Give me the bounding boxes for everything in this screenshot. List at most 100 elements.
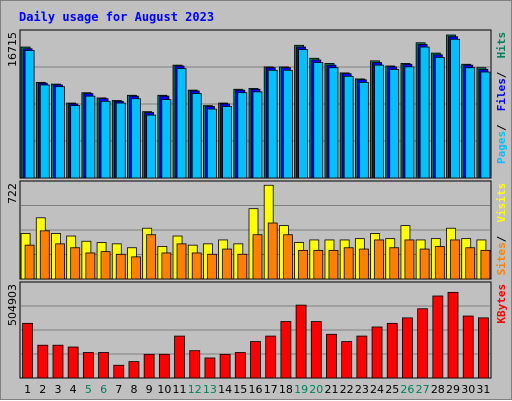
x-tick-label-9: 9: [146, 383, 153, 396]
bar-visits-sites-day-4: [70, 247, 81, 280]
bar-kbytes-kbytes-day-13: [204, 357, 216, 379]
bar-hits-pages-day-15: [237, 92, 248, 179]
x-tick-label-10: 10: [157, 383, 171, 396]
bar-hits-pages-day-21: [328, 67, 339, 179]
x-tick-label-23: 23: [355, 383, 369, 396]
bar-kbytes-kbytes-day-1: [22, 322, 33, 379]
bar-visits-sites-day-7: [115, 253, 126, 280]
bar-visits-sites-day-29: [450, 239, 460, 280]
legend-label-visits: Visits: [495, 183, 508, 223]
x-tick-label-29: 29: [446, 383, 460, 396]
legend-separator: /: [495, 235, 508, 242]
legend-label-files: Files: [495, 78, 508, 111]
bar-visits-sites-day-18: [282, 234, 293, 280]
ymax-label-hits: 16715: [6, 32, 19, 67]
bar-kbytes-kbytes-day-22: [341, 341, 353, 379]
x-tick-label-13: 13: [203, 383, 217, 396]
bar-hits-pages-day-22: [343, 75, 354, 179]
bar-visits-sites-day-20: [313, 249, 324, 280]
bar-visits-sites-day-3: [55, 243, 65, 280]
bar-visits-sites-day-6: [100, 251, 111, 280]
bar-visits-sites-day-8: [131, 256, 141, 280]
legend-label-kbytes: KBytes: [495, 284, 508, 324]
x-tick-label-28: 28: [431, 383, 445, 396]
bar-kbytes-kbytes-day-30: [462, 315, 474, 379]
bar-hits-pages-day-3: [55, 86, 65, 179]
bar-visits-sites-day-28: [434, 246, 445, 280]
bar-hits-pages-day-24: [374, 64, 384, 179]
x-tick-label-14: 14: [218, 383, 232, 396]
bar-hits-pages-day-7: [115, 102, 126, 179]
x-tick-label-6: 6: [100, 383, 107, 396]
x-tick-label-17: 17: [264, 383, 278, 396]
bar-hits-pages-day-19: [298, 49, 308, 179]
x-tick-label-2: 2: [39, 383, 46, 396]
bar-hits-pages-day-4: [70, 105, 81, 179]
x-tick-label-31: 31: [476, 383, 490, 396]
bar-kbytes-kbytes-day-15: [234, 352, 246, 379]
x-tick-label-16: 16: [249, 383, 263, 396]
bar-kbytes-kbytes-day-9: [143, 353, 155, 379]
bar-kbytes-kbytes-day-12: [189, 350, 201, 379]
bar-kbytes-kbytes-day-18: [280, 321, 292, 379]
bar-hits-pages-day-30: [465, 67, 476, 179]
bar-kbytes-kbytes-day-28: [432, 295, 444, 379]
bar-visits-sites-day-25: [389, 247, 400, 280]
bar-visits-sites-day-17: [267, 222, 278, 280]
bar-kbytes-kbytes-day-24: [371, 326, 383, 379]
bar-hits-pages-day-17: [267, 69, 278, 179]
bar-hits-pages-day-31: [480, 71, 491, 179]
bar-visits-sites-day-19: [298, 249, 308, 280]
bar-hits-pages-day-5: [85, 95, 96, 179]
x-tick-label-11: 11: [173, 383, 187, 396]
bar-kbytes-kbytes-day-8: [128, 361, 140, 379]
bar-hits-pages-day-29: [450, 38, 460, 179]
bar-hits-pages-day-16: [252, 91, 263, 179]
bar-visits-sites-day-13: [207, 253, 217, 280]
chart-title: Daily usage for August 2023: [19, 10, 214, 24]
bar-visits-sites-day-22: [343, 247, 354, 280]
bar-visits-sites-day-21: [328, 249, 339, 280]
ymax-label-kbytes: 504903: [6, 284, 19, 326]
bar-hits-pages-day-18: [282, 69, 293, 179]
bar-visits-sites-day-30: [465, 247, 476, 280]
x-tick-label-19: 19: [294, 383, 308, 396]
x-tick-label-21: 21: [324, 383, 338, 396]
legend-label-hits: Hits: [495, 32, 508, 59]
x-tick-label-27: 27: [416, 383, 430, 396]
bar-hits-pages-day-14: [222, 106, 233, 179]
bar-kbytes-kbytes-day-31: [478, 317, 489, 379]
bar-hits-pages-day-9: [146, 114, 157, 179]
bar-visits-sites-day-27: [419, 248, 430, 280]
bar-visits-sites-day-15: [237, 253, 248, 280]
bar-hits-pages-day-28: [434, 56, 445, 179]
x-tick-label-26: 26: [400, 383, 414, 396]
x-tick-label-20: 20: [309, 383, 323, 396]
bar-hits-pages-day-23: [358, 81, 369, 179]
bar-kbytes-kbytes-day-26: [402, 317, 413, 379]
bar-hits-pages-day-12: [191, 93, 202, 179]
bar-visits-sites-day-5: [85, 252, 96, 280]
bar-kbytes-kbytes-day-19: [295, 304, 307, 379]
bar-kbytes-kbytes-day-7: [113, 364, 125, 379]
bar-kbytes-kbytes-day-20: [310, 321, 322, 379]
legend-separator: /: [495, 124, 508, 131]
bar-visits-sites-day-10: [161, 252, 172, 280]
bar-hits-pages-day-13: [207, 108, 217, 179]
bar-visits-sites-day-1: [24, 244, 35, 280]
x-tick-label-7: 7: [115, 383, 122, 396]
bar-kbytes-kbytes-day-29: [447, 291, 459, 379]
bar-visits-sites-day-9: [146, 234, 157, 280]
bar-kbytes-kbytes-day-5: [82, 352, 94, 379]
x-tick-label-15: 15: [233, 383, 247, 396]
bar-kbytes-kbytes-day-16: [250, 341, 261, 379]
bar-visits-sites-day-26: [404, 239, 415, 280]
x-tick-label-8: 8: [130, 383, 137, 396]
bar-hits-pages-day-20: [313, 62, 324, 179]
bar-kbytes-kbytes-day-25: [386, 322, 398, 379]
bar-hits-pages-day-8: [131, 98, 141, 179]
bar-visits-sites-day-24: [374, 239, 384, 280]
bar-kbytes-kbytes-day-10: [158, 353, 170, 379]
bar-hits-pages-day-27: [419, 46, 430, 179]
